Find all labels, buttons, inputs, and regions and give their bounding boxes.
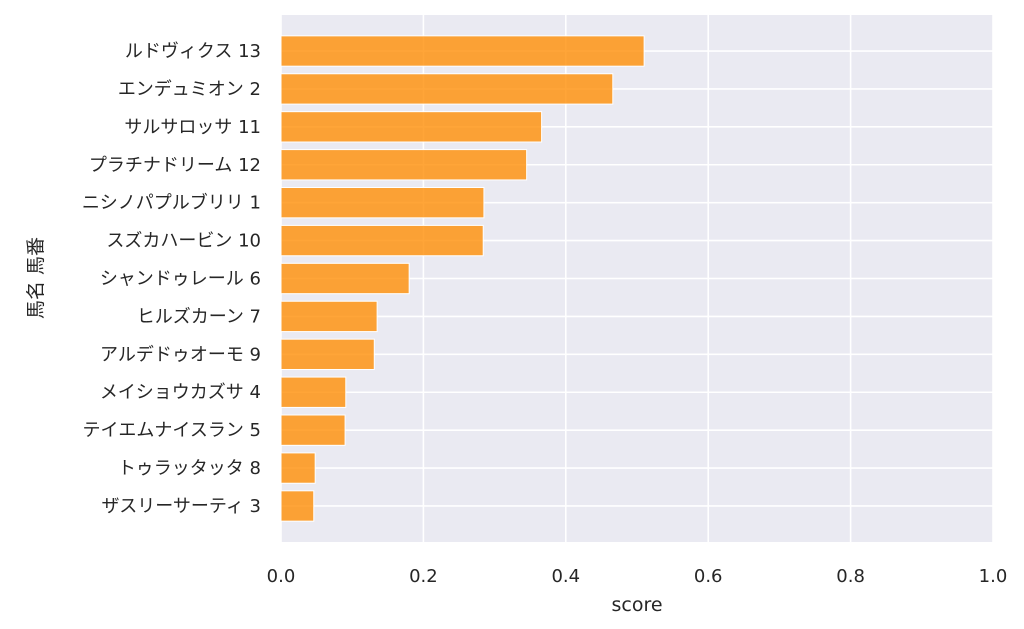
x-tick-labels: 0.0 0.2 0.4 0.6 0.8 1.0 bbox=[267, 566, 1008, 587]
y-tick-label: トゥラッタッタ 8 bbox=[118, 458, 261, 479]
y-tick-label: アルデドゥオーモ 9 bbox=[100, 344, 261, 365]
y-tick-label: ザスリーサーティ 3 bbox=[101, 496, 261, 517]
bar bbox=[280, 376, 347, 408]
y-tick-label: テイエムナイスラン 5 bbox=[83, 420, 261, 441]
y-tick-label: シャンドゥレール 6 bbox=[100, 269, 261, 290]
bars bbox=[280, 35, 645, 522]
bar bbox=[280, 73, 614, 105]
bar bbox=[280, 338, 375, 370]
x-tick-label: 0.8 bbox=[836, 566, 865, 587]
bar bbox=[280, 35, 645, 67]
y-tick-label: エンデュミオン 2 bbox=[118, 79, 261, 100]
bar bbox=[280, 224, 484, 257]
x-tick-label: 0.2 bbox=[409, 566, 438, 587]
x-tick-label: 0.4 bbox=[551, 566, 580, 587]
bar bbox=[280, 149, 528, 181]
y-tick-labels: ルドヴィクス 13 エンデュミオン 2 サルサロッサ 11 プラチナドリーム 12 ニシ… bbox=[82, 41, 261, 517]
bar bbox=[280, 300, 378, 333]
x-tick-label: 1.0 bbox=[979, 566, 1008, 587]
bar bbox=[280, 111, 543, 143]
y-tick-label: サルサロッサ 11 bbox=[124, 117, 261, 138]
y-tick-label: プラチナドリーム 12 bbox=[89, 155, 261, 176]
y-axis-title: 馬名 馬番 bbox=[25, 237, 47, 319]
y-tick-label: ニシノパプルブリリ 1 bbox=[82, 192, 261, 214]
bar bbox=[280, 414, 346, 446]
x-tick-label: 0.6 bbox=[694, 566, 723, 587]
y-tick-label: メイショウカズサ 4 bbox=[100, 382, 261, 403]
x-tick-label: 0.0 bbox=[267, 566, 296, 587]
x-axis-title: score bbox=[611, 594, 662, 616]
bar bbox=[280, 490, 315, 522]
y-tick-label: ルドヴィクス 13 bbox=[125, 41, 261, 62]
y-tick-label: ヒルズカーン 7 bbox=[137, 306, 261, 327]
y-tick-label: スズカハービン 10 bbox=[106, 231, 261, 252]
bar bbox=[280, 452, 316, 484]
bar bbox=[280, 187, 485, 219]
bar bbox=[280, 262, 410, 295]
